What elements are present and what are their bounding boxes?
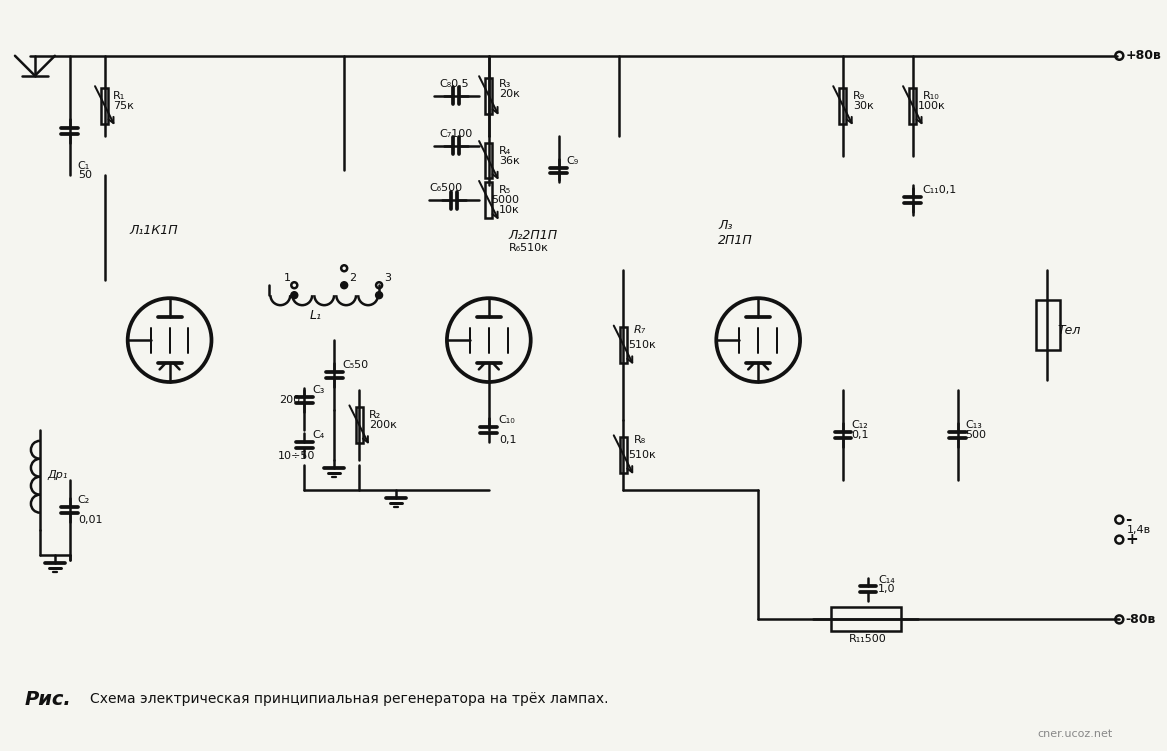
Text: R₅: R₅ — [498, 185, 511, 195]
Text: 500: 500 — [965, 430, 986, 440]
Text: C₂: C₂ — [78, 495, 90, 505]
Text: L₁: L₁ — [309, 309, 321, 321]
Text: C₁₂: C₁₂ — [851, 420, 868, 430]
Text: Рис.: Рис. — [25, 689, 71, 709]
Text: Л₁1К1П: Л₁1К1П — [130, 224, 179, 237]
Circle shape — [376, 291, 383, 299]
Text: R₃: R₃ — [498, 79, 511, 89]
Text: 10к: 10к — [498, 205, 519, 216]
Bar — [620, 437, 627, 473]
Text: C₁₄: C₁₄ — [878, 575, 895, 584]
Text: 0,1: 0,1 — [498, 435, 516, 445]
Text: 36к: 36к — [498, 155, 519, 165]
Bar — [356, 407, 363, 443]
Text: +: + — [1125, 532, 1138, 547]
Bar — [909, 88, 916, 124]
Text: C₄: C₄ — [313, 430, 324, 440]
Text: C₇100: C₇100 — [439, 128, 473, 139]
Text: 3: 3 — [384, 273, 391, 283]
Text: 200к: 200к — [369, 420, 397, 430]
Text: R₁₁500: R₁₁500 — [848, 635, 887, 644]
Bar — [839, 88, 846, 124]
Text: 30к: 30к — [853, 101, 874, 110]
Text: 510к: 510к — [629, 450, 656, 460]
Text: C₁₃: C₁₃ — [965, 420, 983, 430]
Circle shape — [291, 291, 298, 299]
Text: -80в: -80в — [1125, 613, 1155, 626]
Text: R₉: R₉ — [853, 91, 865, 101]
Text: 5000: 5000 — [491, 195, 519, 206]
Text: Л₃: Л₃ — [718, 219, 733, 232]
Text: 2: 2 — [349, 273, 356, 283]
Text: R₄: R₄ — [498, 146, 511, 155]
Text: 75к: 75к — [113, 101, 133, 110]
Text: C₈0,5: C₈0,5 — [439, 79, 469, 89]
Bar — [485, 182, 492, 219]
Text: Дp₁: Дp₁ — [48, 469, 68, 480]
Text: 0,1: 0,1 — [851, 430, 868, 440]
Text: +80в: +80в — [1125, 50, 1161, 62]
Circle shape — [341, 282, 348, 288]
Text: C₃: C₃ — [313, 385, 324, 395]
Text: 20к: 20к — [498, 89, 519, 98]
Text: R₆510к: R₆510к — [509, 243, 548, 253]
Text: 100к: 100к — [917, 101, 945, 110]
Text: R₇: R₇ — [634, 325, 645, 335]
Text: C₁₀: C₁₀ — [498, 415, 516, 425]
Text: R₁₀: R₁₀ — [923, 91, 939, 101]
Text: Л₂2П1П: Л₂2П1П — [509, 229, 558, 242]
Text: Тел: Тел — [1057, 324, 1081, 336]
Bar — [1035, 300, 1061, 350]
Text: C₉: C₉ — [567, 155, 579, 165]
Text: 510к: 510к — [629, 340, 656, 350]
Text: Схема электрическая принципиальная регенератора на трёх лампах.: Схема электрическая принципиальная реген… — [90, 692, 608, 706]
Bar — [485, 143, 492, 179]
Text: R₁: R₁ — [113, 91, 125, 101]
Bar — [620, 327, 627, 363]
Text: -: - — [1125, 512, 1132, 527]
Text: 2П1П: 2П1П — [718, 234, 753, 247]
Bar — [831, 608, 901, 632]
Text: cner.ucoz.net: cner.ucoz.net — [1037, 729, 1113, 739]
Text: R₂: R₂ — [369, 410, 382, 420]
Bar — [485, 77, 492, 113]
Text: 1,0: 1,0 — [878, 584, 895, 595]
Text: 50: 50 — [78, 170, 92, 180]
Text: 1: 1 — [285, 273, 292, 283]
Text: 0,01: 0,01 — [78, 514, 103, 525]
Text: C₅50: C₅50 — [342, 360, 369, 370]
Text: 10÷50: 10÷50 — [278, 451, 315, 461]
Text: C₁: C₁ — [78, 161, 90, 170]
Text: 1,4в: 1,4в — [1127, 525, 1152, 535]
Text: 200: 200 — [279, 395, 300, 405]
Text: C₁₁0,1: C₁₁0,1 — [923, 185, 957, 195]
Bar — [102, 88, 109, 124]
Text: R₈: R₈ — [634, 435, 645, 445]
Text: C₆500: C₆500 — [429, 183, 462, 194]
